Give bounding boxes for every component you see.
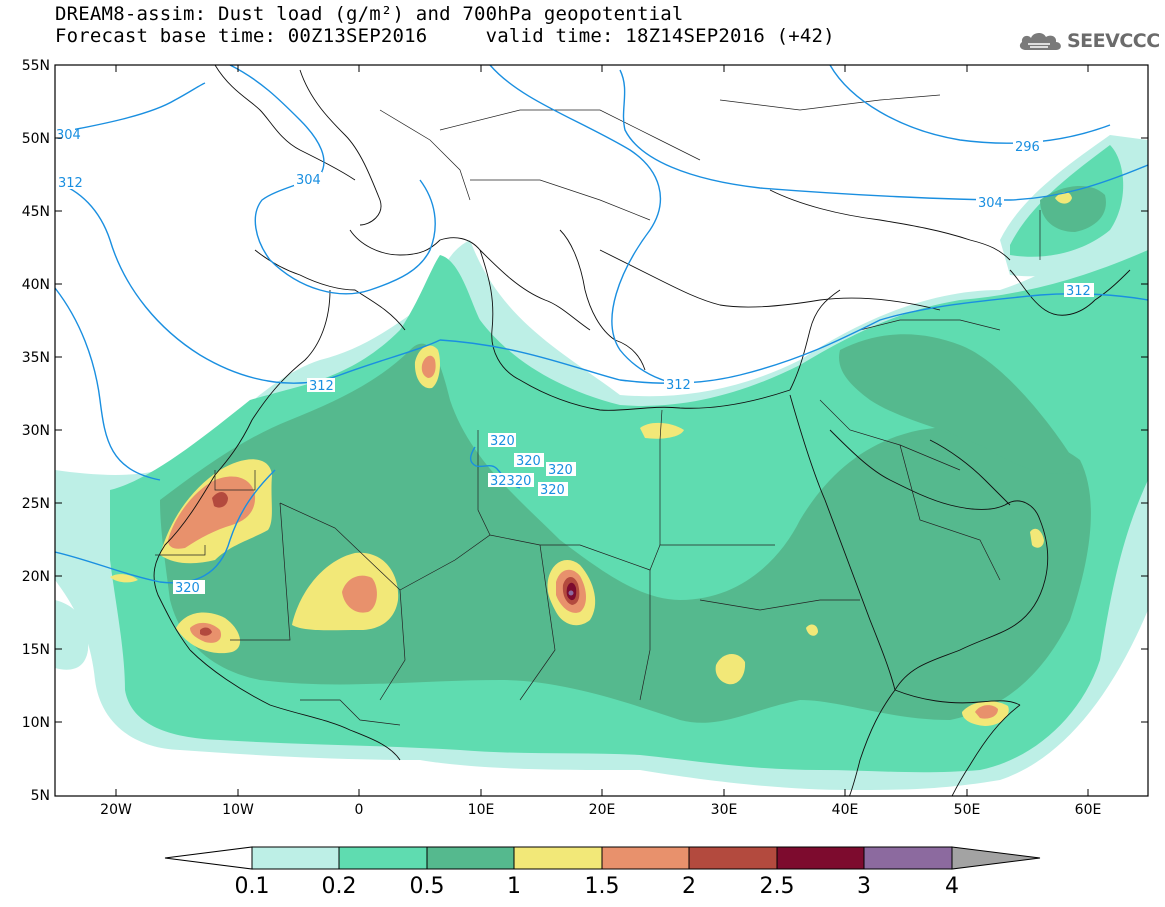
- dust-band-1.5-mali: [342, 575, 377, 613]
- contour-label: 312: [666, 378, 691, 393]
- lon-label: 20W: [100, 802, 132, 818]
- contour-label: 304: [56, 128, 81, 143]
- dust-band-2-senegal: [200, 627, 212, 636]
- contour-304-bay: [229, 65, 436, 295]
- seevccc-logo: SEEVCCC: [1018, 30, 1160, 52]
- lon-label: 0: [355, 802, 364, 818]
- lon-labels: 20W 10W 0 10E 20E 30E 40E 50E 60E: [100, 802, 1101, 818]
- lon-label: 20E: [589, 802, 616, 818]
- lat-label: 40N: [22, 277, 50, 293]
- contour-296: [829, 65, 1111, 144]
- dust-band-1.5-somalia: [975, 705, 998, 719]
- lat-label: 45N: [22, 204, 50, 220]
- colorbar-under: [164, 846, 253, 870]
- contour-320-sahara: [55, 469, 276, 584]
- lon-label: 10E: [468, 802, 495, 818]
- contour-label: 312: [1066, 284, 1091, 299]
- contour-label: 312: [309, 379, 334, 394]
- colorbar-label: 3: [857, 874, 871, 899]
- lon-label: 30E: [711, 802, 738, 818]
- logo-text: SEEVCCC: [1067, 30, 1160, 52]
- contour-label: 320: [490, 434, 515, 449]
- coastlines: [153, 65, 1131, 796]
- contour-label: 304: [978, 196, 1003, 211]
- dust-band-1-eth: [806, 624, 818, 636]
- colorbar-swatch-2.5: [776, 846, 865, 870]
- contour-labels: 304 312 296 304 304 312 312 312 320 320 …: [55, 127, 1094, 596]
- colorbar-swatch-2: [688, 846, 778, 870]
- political-borders: [155, 94, 1041, 726]
- colorbar-label: 1.5: [585, 874, 620, 899]
- dust-band-2-westsahara: [212, 492, 228, 508]
- dust-band-0.5-arabia: [839, 334, 1080, 474]
- colorbar: [164, 846, 1041, 870]
- lat-label: 30N: [22, 423, 50, 439]
- colorbar-swatch-1.5: [601, 846, 690, 870]
- dust-band-1-sudan: [715, 654, 746, 685]
- contour-304-east: [619, 69, 1148, 201]
- contour-312-med: [439, 293, 1148, 384]
- colorbar-label: 2: [682, 874, 696, 899]
- contour-label: 296: [1015, 140, 1040, 155]
- lat-labels: 55N 50N 45N 40N 35N 30N 25N 20N 15N 10N …: [22, 58, 50, 804]
- lat-label: 35N: [22, 350, 50, 366]
- dust-band-1-caspian: [1055, 192, 1072, 204]
- dust-field: [55, 135, 1148, 790]
- contour-label: 32320: [490, 474, 531, 489]
- dust-band-1-oman: [1030, 528, 1044, 548]
- colorbar-swatch-0.1: [251, 846, 340, 870]
- lat-label: 50N: [22, 131, 50, 147]
- dust-band-1.5-westsahara: [168, 476, 256, 549]
- lat-axis: [55, 64, 1148, 723]
- lat-label: 10N: [22, 715, 50, 731]
- contour-label: 320: [175, 581, 200, 596]
- contour-label: 320: [548, 463, 573, 478]
- geopotential-contours: [55, 65, 1148, 584]
- lat-label: 5N: [31, 788, 50, 804]
- colorbar-label: 0.5: [410, 874, 445, 899]
- chart-title: DREAM8-assim: Dust load (g/m²) and 700hP…: [55, 3, 684, 25]
- lon-label: 40E: [832, 802, 859, 818]
- chart-subtitle: Forecast base time: 00Z13SEP2016 valid t…: [55, 25, 835, 47]
- colorbar-label: 0.1: [235, 874, 270, 899]
- colorbar-swatch-3: [863, 846, 953, 870]
- colorbar-label: 2.5: [760, 874, 795, 899]
- contour-304-nw: [55, 82, 206, 134]
- contour-label: 312: [58, 176, 83, 191]
- contour-label: 320: [540, 483, 565, 498]
- cloud-logo-icon: [1019, 32, 1061, 50]
- colorbar-label: 4: [945, 874, 959, 899]
- lon-label: 50E: [954, 802, 981, 818]
- contour-312-low: [55, 287, 161, 481]
- lon-label: 10W: [222, 802, 254, 818]
- contour-label: 320: [516, 454, 541, 469]
- contour-312-west: [55, 181, 441, 384]
- dust-peak-chad: [568, 590, 574, 596]
- colorbar-labels: 0.1 0.2 0.5 1 1.5 2 2.5 3 4: [235, 874, 960, 899]
- colorbar-swatch-0.2: [338, 846, 428, 870]
- contour-304-mid: [489, 65, 691, 386]
- lat-label: 15N: [22, 642, 50, 658]
- dust-band-0.5: [160, 343, 1091, 723]
- lon-axis: [115, 65, 1089, 796]
- dust-band-1.5-algeria: [421, 355, 436, 378]
- colorbar-over: [951, 846, 1041, 870]
- dust-band-1-libya: [640, 422, 684, 439]
- lat-label: 25N: [22, 496, 50, 512]
- contour-label: 304: [296, 173, 321, 188]
- colorbar-label: 0.2: [322, 874, 357, 899]
- colorbar-swatch-1: [513, 846, 603, 870]
- lon-label: 60E: [1075, 802, 1102, 818]
- colorbar-label: 1: [507, 874, 521, 899]
- colorbar-swatch-0.5: [426, 846, 515, 870]
- dust-band-0.1-west: [55, 600, 89, 670]
- lat-label: 20N: [22, 569, 50, 585]
- dust-band-1-westcoast: [110, 574, 138, 583]
- lat-label: 55N: [22, 58, 50, 74]
